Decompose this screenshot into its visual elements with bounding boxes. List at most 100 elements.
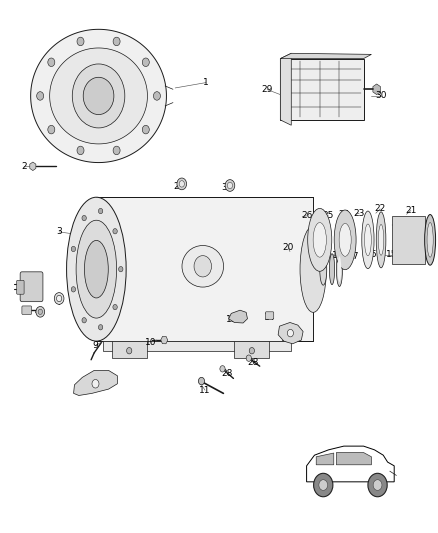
- Text: 8: 8: [25, 286, 32, 295]
- Circle shape: [153, 92, 160, 100]
- Text: 4: 4: [35, 308, 40, 316]
- Polygon shape: [112, 341, 147, 358]
- Circle shape: [48, 58, 55, 67]
- Polygon shape: [31, 29, 166, 163]
- Polygon shape: [280, 53, 371, 59]
- Circle shape: [113, 304, 117, 310]
- Ellipse shape: [338, 256, 341, 282]
- Text: 14: 14: [264, 313, 275, 321]
- Circle shape: [77, 37, 84, 46]
- Circle shape: [72, 64, 125, 128]
- FancyBboxPatch shape: [20, 272, 43, 302]
- Circle shape: [71, 287, 76, 292]
- Ellipse shape: [362, 211, 374, 269]
- Ellipse shape: [336, 252, 343, 287]
- Text: 26: 26: [301, 212, 312, 220]
- Text: 3: 3: [56, 228, 62, 236]
- Circle shape: [127, 348, 132, 354]
- Text: 21: 21: [405, 206, 417, 215]
- Ellipse shape: [57, 295, 62, 302]
- Circle shape: [368, 473, 387, 497]
- FancyBboxPatch shape: [392, 216, 425, 264]
- Circle shape: [99, 208, 103, 214]
- Text: 17: 17: [348, 253, 360, 261]
- Ellipse shape: [227, 182, 233, 189]
- Ellipse shape: [177, 178, 187, 190]
- Text: 7: 7: [56, 298, 62, 307]
- Circle shape: [99, 325, 103, 330]
- Text: 9: 9: [92, 341, 99, 350]
- Circle shape: [373, 480, 382, 490]
- Circle shape: [77, 146, 84, 155]
- Text: 24: 24: [338, 211, 350, 219]
- Ellipse shape: [182, 246, 224, 287]
- Ellipse shape: [179, 181, 184, 187]
- Polygon shape: [74, 370, 117, 395]
- Circle shape: [92, 379, 99, 388]
- Circle shape: [71, 246, 76, 252]
- Text: 31: 31: [221, 183, 233, 192]
- Circle shape: [82, 215, 86, 221]
- Circle shape: [119, 266, 123, 272]
- Circle shape: [287, 329, 293, 337]
- Text: 27: 27: [173, 182, 184, 191]
- Circle shape: [113, 146, 120, 155]
- Circle shape: [246, 355, 251, 361]
- Text: 18: 18: [332, 252, 343, 260]
- Polygon shape: [307, 446, 394, 482]
- Circle shape: [249, 348, 254, 354]
- Polygon shape: [336, 453, 371, 465]
- Polygon shape: [229, 310, 247, 323]
- Text: 6: 6: [23, 306, 29, 314]
- Text: 29: 29: [261, 85, 273, 94]
- Polygon shape: [280, 53, 291, 125]
- Polygon shape: [49, 48, 148, 144]
- Circle shape: [142, 125, 149, 134]
- Ellipse shape: [67, 197, 126, 341]
- Ellipse shape: [364, 224, 371, 256]
- Circle shape: [36, 306, 45, 317]
- Ellipse shape: [427, 223, 433, 257]
- Circle shape: [83, 77, 114, 115]
- Ellipse shape: [425, 214, 435, 265]
- Ellipse shape: [54, 293, 64, 304]
- Ellipse shape: [334, 210, 356, 270]
- Ellipse shape: [376, 212, 386, 268]
- FancyBboxPatch shape: [22, 306, 32, 314]
- Text: 28: 28: [221, 369, 233, 377]
- Circle shape: [314, 473, 333, 497]
- FancyBboxPatch shape: [96, 197, 313, 341]
- FancyBboxPatch shape: [280, 59, 364, 120]
- Ellipse shape: [378, 224, 384, 255]
- Circle shape: [220, 366, 225, 372]
- Polygon shape: [103, 341, 291, 351]
- Ellipse shape: [300, 226, 326, 312]
- Circle shape: [82, 318, 86, 323]
- Ellipse shape: [308, 208, 332, 271]
- Circle shape: [113, 229, 117, 234]
- Polygon shape: [278, 322, 303, 344]
- Text: 22: 22: [374, 205, 386, 213]
- Text: 10: 10: [145, 338, 157, 346]
- Circle shape: [198, 377, 205, 385]
- Circle shape: [194, 256, 212, 277]
- Text: 28: 28: [247, 358, 259, 367]
- Polygon shape: [316, 453, 334, 465]
- Ellipse shape: [320, 253, 327, 285]
- Ellipse shape: [339, 223, 351, 256]
- Circle shape: [319, 480, 328, 490]
- Text: 19: 19: [316, 251, 328, 259]
- Text: 1: 1: [203, 78, 209, 87]
- Ellipse shape: [313, 223, 326, 257]
- FancyBboxPatch shape: [17, 280, 24, 294]
- Circle shape: [48, 125, 55, 134]
- Text: 5: 5: [104, 374, 110, 383]
- Circle shape: [37, 92, 44, 100]
- Ellipse shape: [76, 220, 117, 318]
- Text: 16: 16: [366, 251, 377, 259]
- Ellipse shape: [225, 180, 235, 191]
- Polygon shape: [234, 341, 269, 358]
- Ellipse shape: [85, 240, 108, 298]
- Ellipse shape: [329, 254, 335, 285]
- Text: 2: 2: [21, 163, 27, 171]
